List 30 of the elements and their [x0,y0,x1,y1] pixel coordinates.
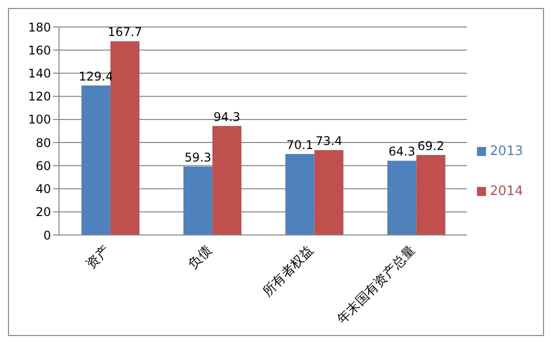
bar [183,166,212,235]
y-tick-label: 60 [36,158,51,173]
bar [81,85,110,235]
data-label: 73.4 [316,134,342,148]
x-tick-label: 年末国有资产总量 [334,243,419,328]
x-tick-label: 所有者权益 [260,243,317,300]
bar [212,126,242,235]
bar [285,154,314,235]
bar [416,155,446,235]
x-tick-label: 负债 [186,243,215,272]
data-label: 94.3 [214,110,240,124]
y-tick-label: 120 [28,90,51,104]
y-tick-label: 80 [36,136,51,150]
data-label: 69.2 [418,139,444,154]
legend-label: 2014 [490,184,523,199]
data-label: 167.7 [108,25,142,40]
bar [314,150,344,235]
y-tick-label: 180 [28,20,51,34]
y-tick-label: 20 [36,205,51,220]
x-tick-label: 资产 [84,243,113,272]
y-tick-label: 140 [28,66,51,80]
data-label: 64.3 [388,144,416,159]
data-label: 59.3 [184,150,212,164]
y-tick-label: 40 [36,182,51,196]
data-label: 70.1 [286,138,314,152]
bar [387,160,416,235]
y-tick-label: 160 [28,43,51,58]
y-tick-label: 0 [43,228,51,242]
legend-label: 2013 [490,144,523,159]
y-tick-label: 100 [28,112,51,127]
